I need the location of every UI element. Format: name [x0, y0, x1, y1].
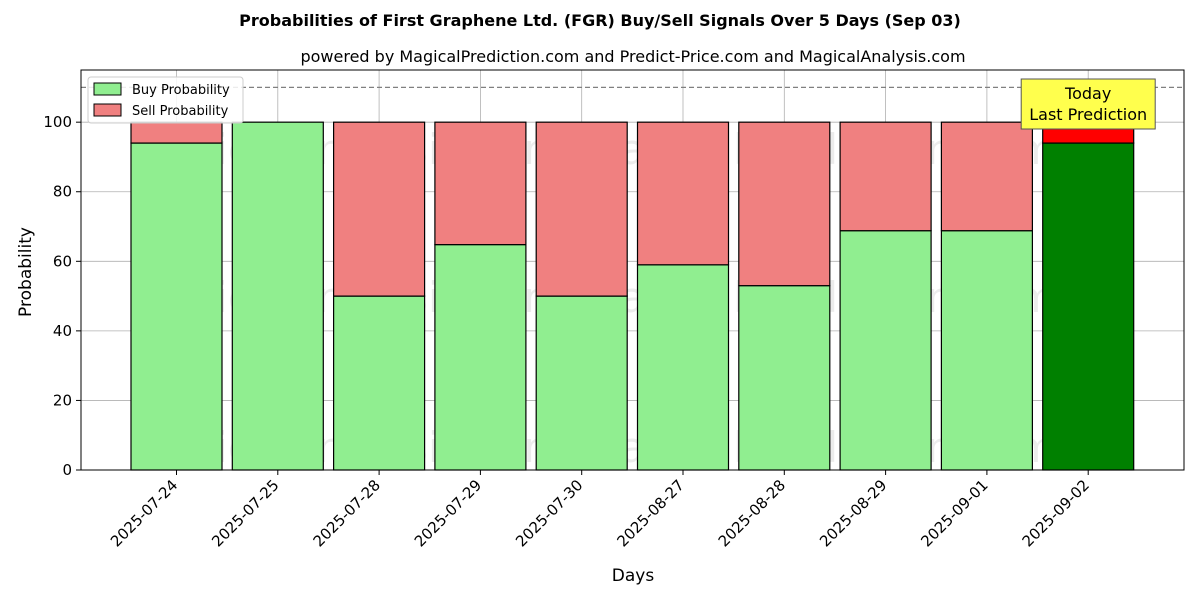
x-tick-label: 2025-07-29	[411, 476, 485, 550]
annotation-line-1: Today	[1064, 84, 1111, 103]
buy-bar	[231, 121, 324, 471]
x-tick-label: 2025-09-01	[917, 476, 991, 550]
annotation-box	[1020, 78, 1156, 130]
buy-bar	[839, 230, 932, 471]
x-tick-label: 2025-07-30	[512, 476, 586, 550]
legend-swatch-sell	[93, 103, 122, 117]
y-tick-label: 40	[53, 322, 72, 340]
y-axis-label: Probability	[16, 227, 36, 317]
plot-area: MagicalAnalysis.comMagicalPrediction.com…	[43, 69, 1185, 550]
legend-swatch-buy	[93, 82, 122, 96]
x-tick-label: 2025-07-28	[310, 476, 384, 550]
y-tick-label: 20	[53, 391, 72, 409]
legend-label-sell: Sell Probability	[132, 104, 229, 119]
buy-bar	[1042, 142, 1135, 471]
sell-bar	[839, 121, 932, 232]
annotation: Today Last Prediction	[1020, 78, 1156, 130]
x-tick-label: 2025-07-24	[107, 476, 181, 550]
annotation-line-2: Last Prediction	[1029, 105, 1147, 124]
buy-bar	[434, 244, 527, 471]
x-tick-label: 2025-08-29	[816, 476, 890, 550]
buy-bar	[636, 264, 730, 471]
x-tick-label: 2025-08-28	[715, 476, 789, 550]
buy-bar	[535, 295, 628, 471]
sell-bar	[333, 121, 426, 297]
chart-subtitle: powered by MagicalPrediction.com and Pre…	[300, 47, 965, 66]
x-axis-label: Days	[612, 566, 655, 586]
x-tick-label: 2025-07-25	[208, 476, 282, 550]
chart-title: Probabilities of First Graphene Ltd. (FG…	[239, 11, 961, 30]
buy-bar	[333, 295, 426, 471]
plot-frame	[80, 69, 1185, 471]
y-tick-label: 0	[62, 461, 72, 479]
sell-bar	[940, 121, 1034, 232]
x-tick-label: 2025-09-02	[1019, 476, 1093, 550]
buy-bar	[130, 142, 223, 471]
y-tick-label: 80	[53, 183, 72, 201]
sell-bar	[738, 121, 831, 287]
legend: Buy Probability Sell Probability	[87, 76, 244, 124]
sell-bar	[130, 121, 223, 144]
sell-bar	[636, 121, 730, 266]
legend-label-buy: Buy Probability	[132, 83, 230, 98]
sell-bar	[434, 121, 527, 246]
sell-bar	[535, 121, 628, 297]
x-tick-label: 2025-08-27	[613, 476, 687, 550]
legend-box	[87, 76, 244, 124]
buy-bar	[940, 230, 1034, 471]
buy-bar	[738, 285, 831, 471]
y-tick-label: 100	[43, 113, 72, 131]
y-tick-label: 60	[53, 252, 72, 270]
